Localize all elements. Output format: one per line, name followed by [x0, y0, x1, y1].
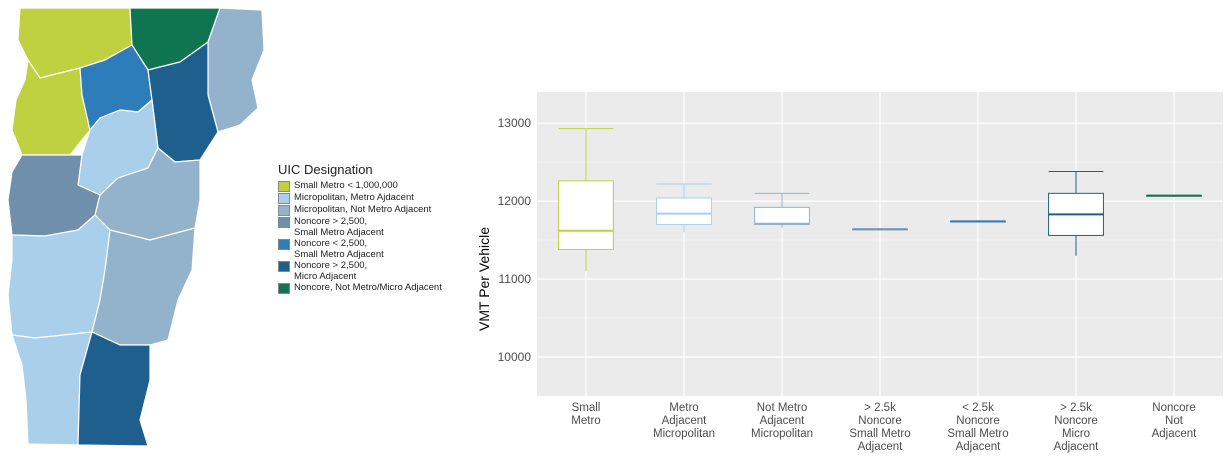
- legend-title: UIC Designation: [278, 162, 373, 177]
- legend-swatch: [278, 239, 290, 250]
- legend-item: Small Metro < 1,000,000: [278, 180, 478, 192]
- legend-label: Noncore < 2,500, Small Metro Adjacent: [294, 238, 384, 260]
- x-tick-label: > 2.5k Noncore Small Metro Adjacent: [849, 402, 910, 453]
- map-svg: [7, 7, 265, 447]
- legend-item: Noncore > 2,500, Small Metro Adjacent: [278, 216, 478, 238]
- x-tick-label: < 2.5k Noncore Small Metro Adjacent: [947, 402, 1008, 453]
- y-tick-label: 11000: [499, 272, 532, 286]
- x-tick-label: > 2.5k Noncore Micro Adjacent: [1054, 402, 1100, 453]
- region-not-metro-adjacent-east: [91, 227, 196, 346]
- map-legend: UIC Designation Small Metro < 1,000,000 M…: [278, 162, 478, 294]
- region-not-metro-adjacent-ne: [207, 7, 265, 133]
- x-tick-label: Metro Adjacent Micropolitan: [653, 402, 715, 440]
- legend-item: Noncore < 2,500, Small Metro Adjacent: [278, 238, 478, 260]
- legend-item: Noncore, Not Metro/Micro Adjacent: [278, 282, 478, 294]
- box-plot: 10000 11000 12000 13000 Small Metro Metro Adjac…: [476, 92, 1223, 453]
- legend-swatch: [278, 217, 290, 228]
- legend-label: Small Metro < 1,000,000: [294, 180, 398, 191]
- legend-item: Micropolitan, Not Metro Adjacent: [278, 204, 478, 216]
- legend-item: Micropolitan, Metro Ajdacent: [278, 192, 478, 204]
- x-tick-label: Not Metro Adjacent Micropolitan: [751, 402, 813, 440]
- legend-label: Micropolitan, Metro Ajdacent: [294, 192, 414, 203]
- legend-item: Noncore > 2,500, Micro Adjacent: [278, 260, 478, 282]
- y-tick-label: 12000: [498, 194, 532, 208]
- box: [754, 206, 810, 226]
- legend-swatch: [278, 205, 290, 216]
- legend-swatch: [278, 283, 290, 294]
- region-not-metro-adjacent-central: [94, 147, 201, 241]
- legend-label: Noncore, Not Metro/Micro Adjacent: [294, 282, 442, 293]
- legend-swatch: [278, 181, 290, 192]
- y-tick-label: 10000: [498, 350, 532, 364]
- box: [656, 197, 712, 226]
- vermont-county-map: [0, 0, 270, 456]
- box: [558, 180, 614, 250]
- x-tick-label: Noncore Not Adjacent: [1152, 402, 1198, 440]
- legend-label: Noncore > 2,500, Small Metro Adjacent: [294, 216, 384, 238]
- legend-label: Noncore > 2,500, Micro Adjacent: [294, 260, 368, 282]
- legend-items: Small Metro < 1,000,000 Micropolitan, Met…: [278, 180, 478, 294]
- y-tick-label: 13000: [498, 116, 532, 130]
- y-axis-label: VMT Per Vehicle: [476, 227, 492, 331]
- legend-label: Micropolitan, Not Metro Adjacent: [294, 204, 432, 215]
- region-micro-adjacent-south: [77, 331, 151, 447]
- x-tick-label: Small Metro: [571, 402, 600, 427]
- legend-swatch: [278, 193, 290, 204]
- legend-swatch: [278, 261, 290, 272]
